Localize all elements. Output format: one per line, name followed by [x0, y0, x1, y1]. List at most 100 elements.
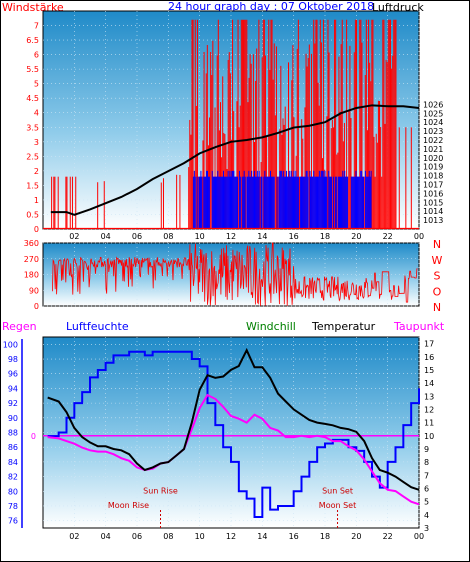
left-tick-label: 1 [34, 196, 39, 205]
temperature-tick-label: 10 [424, 432, 434, 441]
right-tick-label: 1015 [423, 198, 443, 207]
rain-zero-label: 0 [31, 432, 36, 441]
x-tick-label: 18 [320, 232, 330, 241]
direction-tick-label: 0 [34, 302, 39, 311]
x-tick-label: 22 [383, 232, 393, 241]
left-tick-label: 0.5 [26, 210, 39, 219]
left-tick-label: 6.5 [26, 36, 39, 45]
x-tick-label: 18 [320, 532, 330, 541]
temperature-tick-label: 6 [424, 484, 429, 493]
x-tick-label: 02 [69, 532, 79, 541]
compass-label: S [434, 270, 441, 283]
direction-tick-label: 270 [24, 255, 39, 264]
temperature-tick-label: 17 [424, 340, 434, 349]
wind-direction-line [52, 242, 418, 306]
right-tick-label: 1025 [423, 109, 443, 118]
temperature-tick-label: 15 [424, 366, 434, 375]
right-tick-label: 1026 [423, 100, 443, 109]
right-tick-label: 1022 [423, 136, 443, 145]
temperature-line [47, 347, 420, 491]
direction-tick-label: 180 [24, 271, 39, 280]
direction-tick-label: 360 [24, 239, 39, 248]
temperature-tick-label: 13 [424, 392, 434, 401]
x-tick-label: 20 [351, 232, 361, 241]
left-tick-label: 2 [34, 167, 39, 176]
left-tick-label: 4 [34, 109, 39, 118]
sunset-label: Sun Set [322, 486, 353, 495]
humidity-label: Luftfeuchte [66, 320, 129, 333]
pressure-line [50, 104, 420, 216]
humidity-tick-label: 90 [8, 414, 18, 423]
x-tick-label: 14 [257, 232, 267, 241]
right-tick-label: 1017 [423, 181, 443, 190]
chart-title: 24 hour graph day : 07 Oktober 2018 [168, 0, 375, 13]
x-tick-label: 00 [414, 532, 424, 541]
compass-label: W [432, 254, 443, 267]
temperature-tick-label: 8 [424, 458, 429, 467]
humidity-tick-label: 76 [8, 517, 18, 526]
right-tick-label: 1013 [423, 216, 443, 225]
left-tick-label: 5 [34, 80, 39, 89]
right-tick-label: 1014 [423, 207, 443, 216]
direction-tick-label: 90 [29, 286, 39, 295]
x-tick-label: 08 [163, 532, 173, 541]
x-tick-label: 12 [226, 532, 236, 541]
x-tick-label: 14 [257, 532, 267, 541]
x-tick-label: 02 [69, 232, 79, 241]
temperature-tick-label: 9 [424, 445, 429, 454]
dewpoint-line [47, 393, 420, 506]
left-tick-label: 3.5 [26, 123, 39, 132]
x-tick-label: 10 [195, 232, 205, 241]
x-tick-label: 00 [414, 232, 424, 241]
right-tick-label: 1019 [423, 163, 443, 172]
humidity-tick-label: 84 [8, 458, 18, 467]
x-tick-label: 04 [101, 532, 111, 541]
left-tick-label: 5.5 [26, 65, 39, 74]
x-tick-label: 12 [226, 232, 236, 241]
moonset-label: Moon Set [319, 501, 356, 510]
temperature-tick-label: 11 [424, 419, 434, 428]
windchill-label: Windchill [246, 320, 296, 333]
humidity-tick-label: 80 [8, 487, 18, 496]
right-tick-label: 1020 [423, 154, 443, 163]
humidity-tick-label: 88 [8, 429, 18, 438]
sunrise-label: Sun Rise [143, 486, 178, 495]
temperature-tick-label: 14 [424, 379, 434, 388]
compass-label: N [433, 301, 441, 314]
x-tick-label: 16 [289, 232, 299, 241]
humidity-tick-label: 98 [8, 355, 18, 364]
left-tick-label: 6 [34, 51, 39, 60]
humidity-line [47, 350, 420, 518]
temperature-tick-label: 3 [424, 524, 429, 533]
dewpoint-label: Taupunkt [394, 320, 445, 333]
right-tick-label: 1021 [423, 145, 443, 154]
temperature-tick-label: 5 [424, 498, 429, 507]
compass-label: O [433, 285, 442, 298]
humidity-tick-label: 100 [3, 340, 18, 349]
humidity-tick-label: 86 [8, 443, 18, 452]
x-tick-label: 04 [101, 232, 111, 241]
x-tick-label: 20 [351, 532, 361, 541]
x-tick-label: 08 [163, 232, 173, 241]
x-tick-label: 06 [132, 232, 142, 241]
right-tick-label: 1018 [423, 172, 443, 181]
humidity-tick-label: 78 [8, 502, 18, 511]
x-tick-label: 06 [132, 532, 142, 541]
temperature-tick-label: 16 [424, 353, 434, 362]
rain-label: Regen [2, 320, 37, 333]
compass-label: N [433, 238, 441, 251]
left-tick-label: 3 [34, 138, 39, 147]
humidity-tick-label: 96 [8, 370, 18, 379]
left-tick-label: 4.5 [26, 94, 39, 103]
temperature-tick-label: 7 [424, 471, 429, 480]
right-tick-label: 1016 [423, 189, 443, 198]
moonrise-label: Moon Rise [108, 501, 149, 510]
left-tick-label: 2.5 [26, 152, 39, 161]
right-tick-label: 1023 [423, 127, 443, 136]
humidity-tick-label: 94 [8, 384, 18, 393]
temperature-label: Temperatur [312, 320, 376, 333]
left-tick-label: 7 [34, 22, 39, 31]
temperature-tick-label: 4 [424, 511, 429, 520]
temperature-tick-label: 12 [424, 405, 434, 414]
